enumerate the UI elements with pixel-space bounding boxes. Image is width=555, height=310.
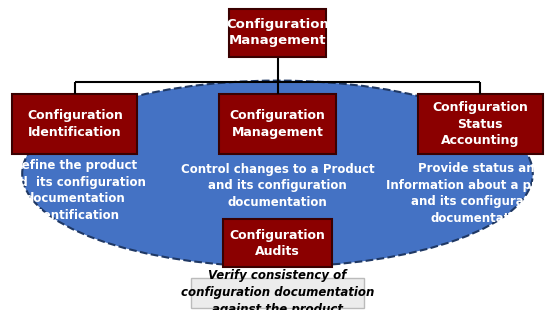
Text: Configuration
Status
Accounting: Configuration Status Accounting	[432, 101, 528, 147]
FancyBboxPatch shape	[223, 219, 331, 267]
Text: Verify consistency of
configuration documentation
against the product: Verify consistency of configuration docu…	[181, 269, 374, 310]
Text: Provide status and
Information about a product
and its configuration
documentati: Provide status and Information about a p…	[386, 162, 555, 225]
FancyBboxPatch shape	[219, 94, 336, 154]
Text: Define the product
and  its configuration
documentation
Identification: Define the product and its configuration…	[3, 159, 147, 222]
Text: Configuration
Management: Configuration Management	[226, 18, 329, 47]
Text: Configuration
Audits: Configuration Audits	[230, 228, 325, 258]
Ellipse shape	[22, 81, 533, 267]
Text: Control changes to a Product
and its configuration
documentation: Control changes to a Product and its con…	[181, 163, 374, 209]
FancyBboxPatch shape	[191, 278, 364, 308]
Text: Configuration
Identification: Configuration Identification	[27, 109, 123, 139]
FancyBboxPatch shape	[13, 94, 138, 154]
Text: Configuration
Management: Configuration Management	[230, 109, 325, 139]
FancyBboxPatch shape	[229, 8, 326, 56]
FancyBboxPatch shape	[417, 94, 542, 154]
